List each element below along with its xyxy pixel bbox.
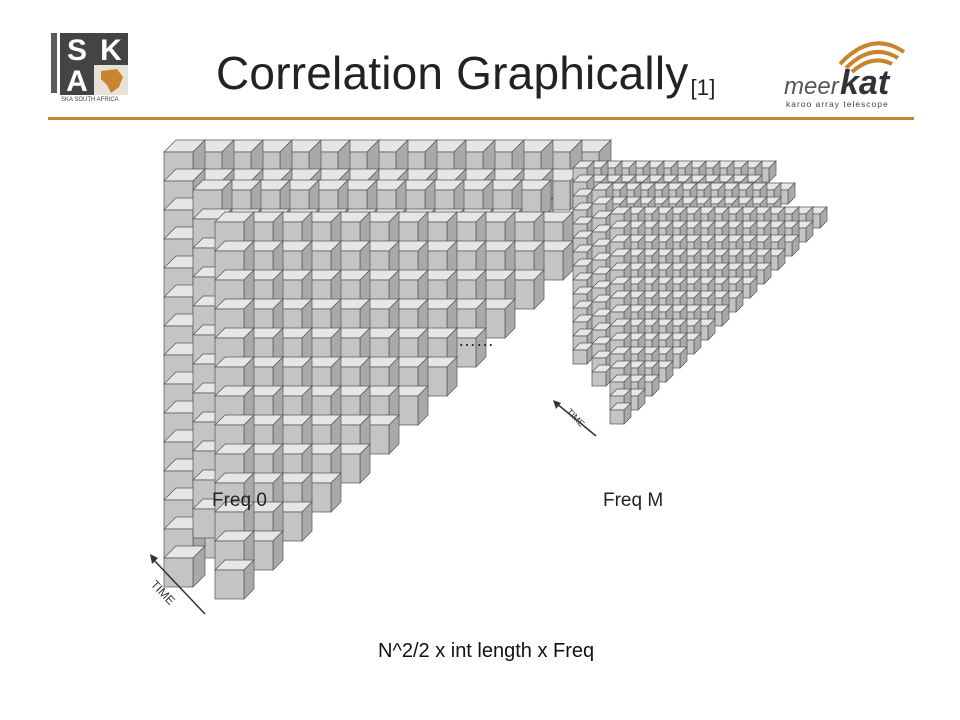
formula-caption: N^2/2 x int length x Freq bbox=[378, 640, 595, 662]
ellipsis-label: …… bbox=[458, 330, 494, 350]
header-rule bbox=[48, 117, 914, 120]
svg-text:meer: meer bbox=[784, 73, 840, 100]
meerkat-logo: meer kat karoo array telescope bbox=[784, 41, 905, 109]
freq-0-label: Freq 0 bbox=[212, 490, 267, 511]
cube-face bbox=[609, 409, 625, 425]
freq-0-stack bbox=[163, 139, 612, 600]
cube-face bbox=[591, 371, 607, 387]
svg-text:kat: kat bbox=[840, 64, 891, 102]
svg-text:K: K bbox=[100, 34, 122, 67]
page-title: Correlation Graphically[1] bbox=[216, 47, 716, 100]
freq-m-label: Freq M bbox=[603, 490, 664, 511]
cube-face bbox=[572, 349, 588, 365]
title-reference: [1] bbox=[690, 75, 716, 100]
svg-text:karoo array telescope: karoo array telescope bbox=[786, 99, 889, 109]
time-arrow-right: TIME bbox=[553, 400, 597, 437]
svg-text:SKA SOUTH AFRICA: SKA SOUTH AFRICA bbox=[61, 97, 119, 103]
slide-header: S K A SKA SOUTH AFRICA Correlation Graph… bbox=[0, 0, 960, 125]
cube-face bbox=[214, 569, 245, 600]
freq-m-stack bbox=[572, 160, 828, 425]
correlation-diagram: TIME TIME bbox=[148, 139, 828, 615]
svg-text:S: S bbox=[67, 34, 87, 67]
cube-face bbox=[163, 557, 194, 588]
ska-logo: S K A SKA SOUTH AFRICA bbox=[51, 33, 128, 103]
svg-text:A: A bbox=[66, 65, 88, 98]
